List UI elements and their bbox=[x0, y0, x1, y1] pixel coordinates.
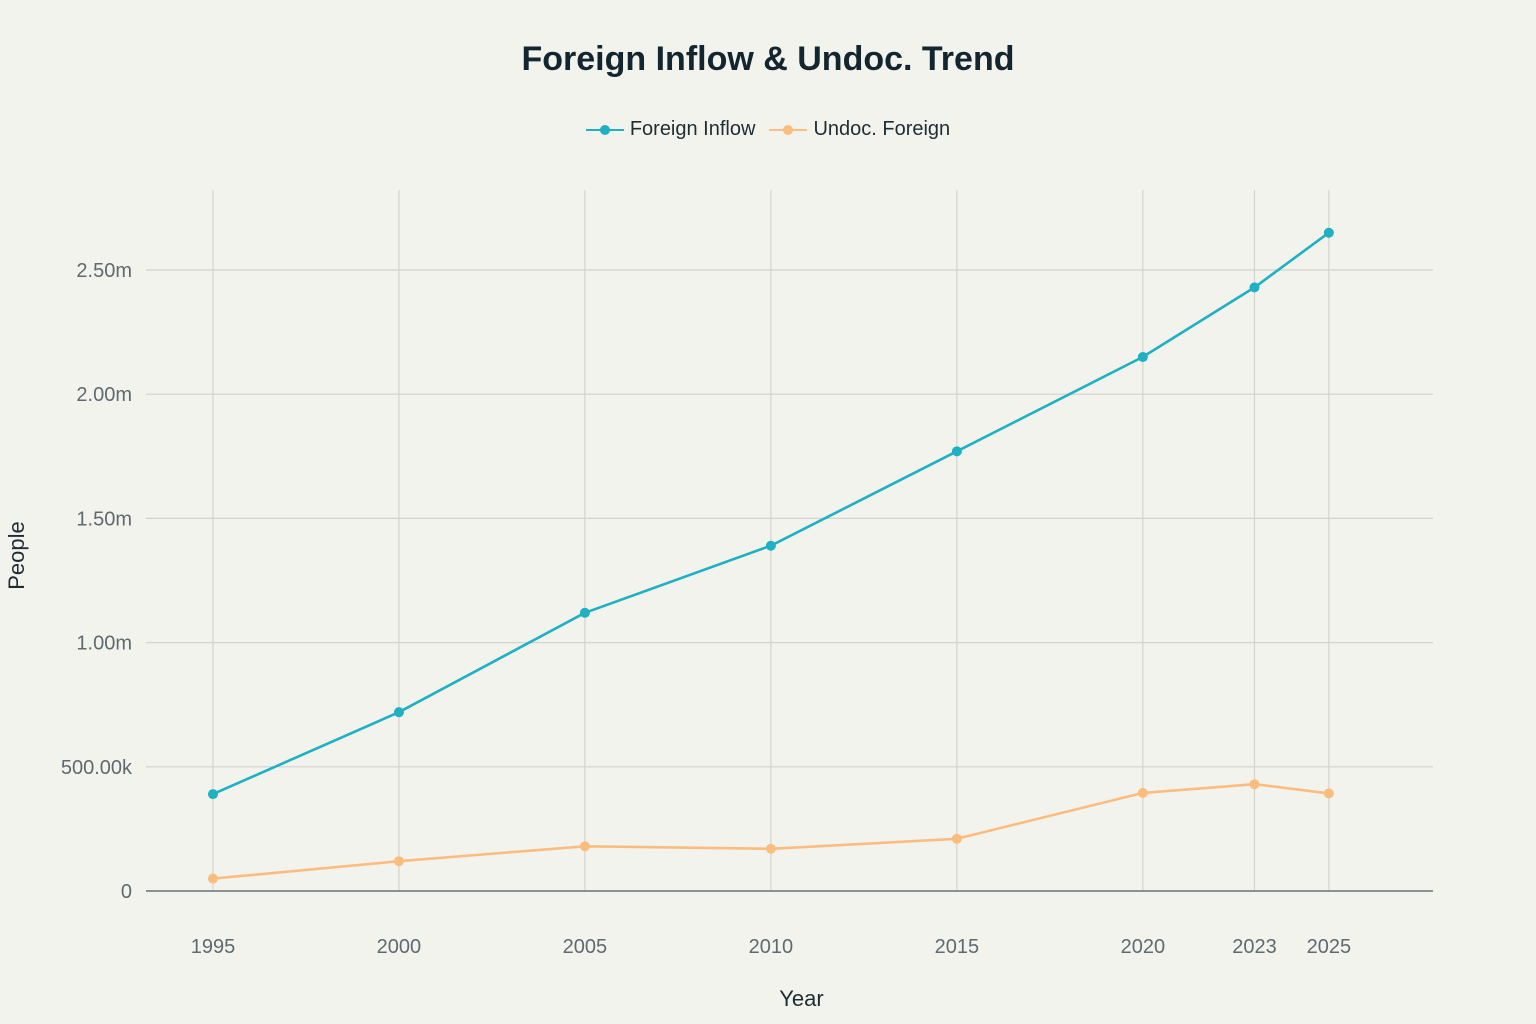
series-line-foreign-inflow bbox=[212, 231, 1330, 796]
data-point-foreign-inflow[interactable] bbox=[1323, 227, 1334, 238]
data-point-undoc-foreign[interactable] bbox=[1137, 787, 1148, 798]
x-tick-label: 2020 bbox=[1121, 936, 1166, 958]
data-point-undoc-foreign[interactable] bbox=[765, 843, 776, 854]
data-point-undoc-foreign[interactable] bbox=[951, 833, 962, 844]
x-tick-label: 1995 bbox=[191, 936, 236, 958]
data-point-foreign-inflow[interactable] bbox=[393, 707, 404, 718]
data-point-undoc-foreign[interactable] bbox=[1323, 788, 1334, 799]
grid-lines bbox=[146, 190, 1433, 891]
y-tick-label: 1.00m bbox=[76, 633, 132, 655]
data-point-foreign-inflow[interactable] bbox=[1137, 351, 1148, 362]
y-tick-label: 1.50m bbox=[76, 508, 132, 530]
legend: Foreign Inflow Undoc. Foreign bbox=[0, 118, 1536, 141]
x-tick-label: 2010 bbox=[749, 936, 794, 958]
data-point-foreign-inflow[interactable] bbox=[1249, 282, 1260, 293]
chart-title: Foreign Inflow & Undoc. Trend bbox=[521, 40, 1015, 78]
y-tick-label: 500.00k bbox=[61, 757, 133, 779]
y-tick-label: 2.50m bbox=[76, 260, 132, 282]
legend-swatch-undoc-foreign bbox=[769, 123, 808, 137]
x-tick-label: 2005 bbox=[563, 936, 608, 958]
data-point-undoc-foreign[interactable] bbox=[207, 873, 218, 884]
y-tick-label: 2.00m bbox=[76, 384, 132, 406]
legend-label-foreign-inflow: Foreign Inflow bbox=[629, 118, 756, 140]
x-tick-label: 2023 bbox=[1232, 936, 1277, 958]
data-point-undoc-foreign[interactable] bbox=[579, 841, 590, 852]
x-tick-label: 2025 bbox=[1307, 936, 1352, 958]
series-line-undoc-foreign bbox=[212, 782, 1329, 880]
data-point-foreign-inflow[interactable] bbox=[207, 789, 218, 800]
legend-swatch-foreign-inflow bbox=[585, 123, 624, 137]
x-tick-label: 2000 bbox=[377, 936, 422, 958]
x-tick-label: 2015 bbox=[935, 936, 980, 958]
legend-item-undoc-foreign[interactable]: Undoc. Foreign bbox=[769, 118, 950, 141]
data-point-foreign-inflow[interactable] bbox=[951, 446, 962, 457]
series-lines bbox=[207, 227, 1334, 884]
legend-item-foreign-inflow[interactable]: Foreign Inflow bbox=[585, 118, 756, 141]
legend-label-undoc-foreign: Undoc. Foreign bbox=[813, 118, 951, 140]
data-point-undoc-foreign[interactable] bbox=[393, 856, 404, 867]
data-point-foreign-inflow[interactable] bbox=[765, 540, 776, 551]
x-axis-title: Year bbox=[779, 986, 823, 1011]
tick-labels: 1995 2000 2005 2010 2015 2020 2023 2025 0 500.00k… bbox=[61, 260, 1351, 958]
y-axis-title: People bbox=[4, 521, 29, 590]
data-point-undoc-foreign[interactable] bbox=[1249, 779, 1260, 790]
data-point-foreign-inflow[interactable] bbox=[579, 607, 590, 618]
y-tick-label: 0 bbox=[121, 881, 132, 903]
